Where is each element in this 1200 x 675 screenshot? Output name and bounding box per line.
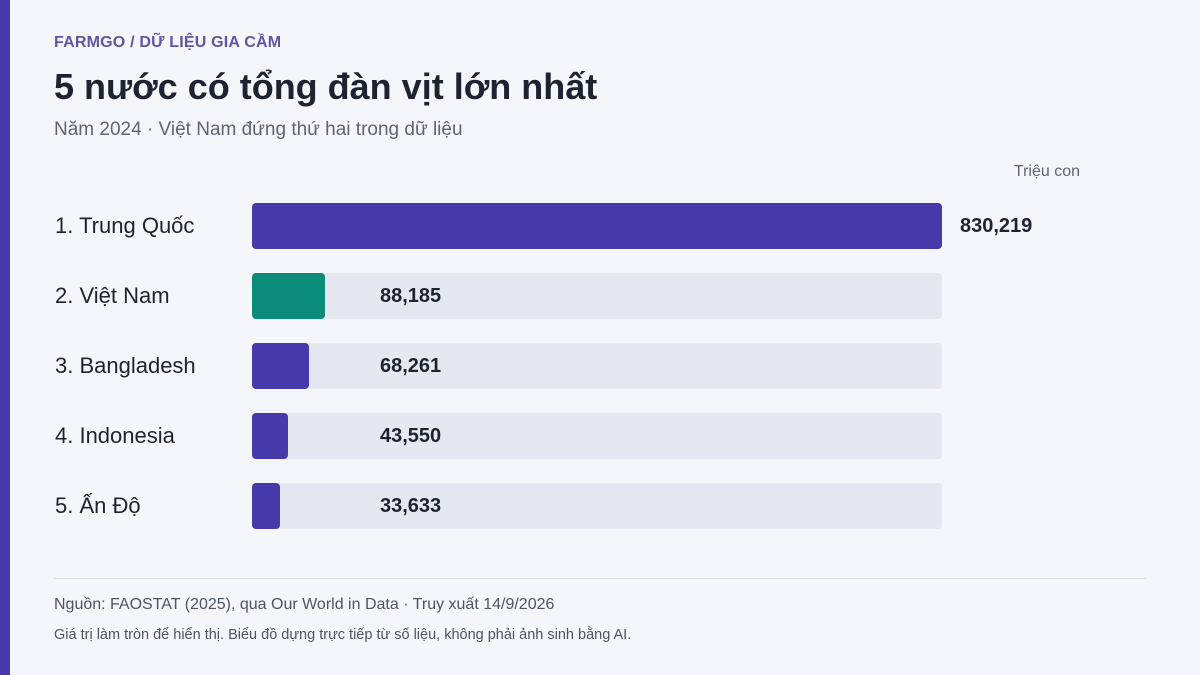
bar-track [252, 483, 942, 529]
category-label: 3. Bangladesh [55, 353, 196, 378]
bar [252, 273, 326, 319]
bar [252, 343, 309, 389]
category-label: 5. Ấn Độ [55, 493, 141, 518]
unit-label: Triệu con [1013, 163, 1080, 180]
source-text: Nguồn: FAOSTAT (2025), qua Our World in … [54, 596, 555, 613]
value-label: 43,550 [380, 425, 442, 447]
bar-track [252, 343, 942, 389]
note-text: Giá trị làm tròn để hiển thị. Biểu đồ dự… [54, 627, 632, 643]
value-label: 68,261 [380, 355, 442, 377]
category-label: 4. Indonesia [55, 423, 175, 448]
bar [252, 413, 289, 459]
category-label: 2. Việt Nam [55, 283, 170, 308]
value-label: 830,219 [960, 215, 1033, 237]
value-label: 88,185 [380, 285, 442, 307]
bar-row: 5. Ấn Độ 33,633 [0, 483, 1200, 529]
accent-bar [0, 0, 10, 675]
bar-track [252, 273, 942, 319]
category-label: 1. Trung Quốc [55, 213, 195, 238]
bar-track [252, 413, 942, 459]
bar-row: 2. Việt Nam 88,185 [0, 273, 1200, 319]
kicker: FARMGO / DỮ LIỆU GIA CẦM [54, 34, 282, 51]
chart-subtitle: Năm 2024 · Việt Nam đứng thứ hai trong d… [54, 119, 463, 140]
bar [252, 203, 942, 249]
footer-divider [54, 578, 1146, 579]
bar-row: 3. Bangladesh 68,261 [0, 343, 1200, 389]
bar-row: 4. Indonesia 43,550 [0, 413, 1200, 459]
bar [252, 483, 280, 529]
bar-row: 1. Trung Quốc 830,219 [0, 203, 1200, 249]
chart-title: 5 nước có tổng đàn vịt lớn nhất [54, 66, 598, 107]
bar-track [252, 203, 942, 249]
value-label: 33,633 [380, 495, 442, 517]
